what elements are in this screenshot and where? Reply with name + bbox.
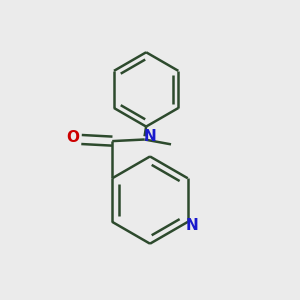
Text: N: N — [144, 129, 156, 144]
Text: N: N — [185, 218, 198, 232]
Text: O: O — [66, 130, 79, 146]
